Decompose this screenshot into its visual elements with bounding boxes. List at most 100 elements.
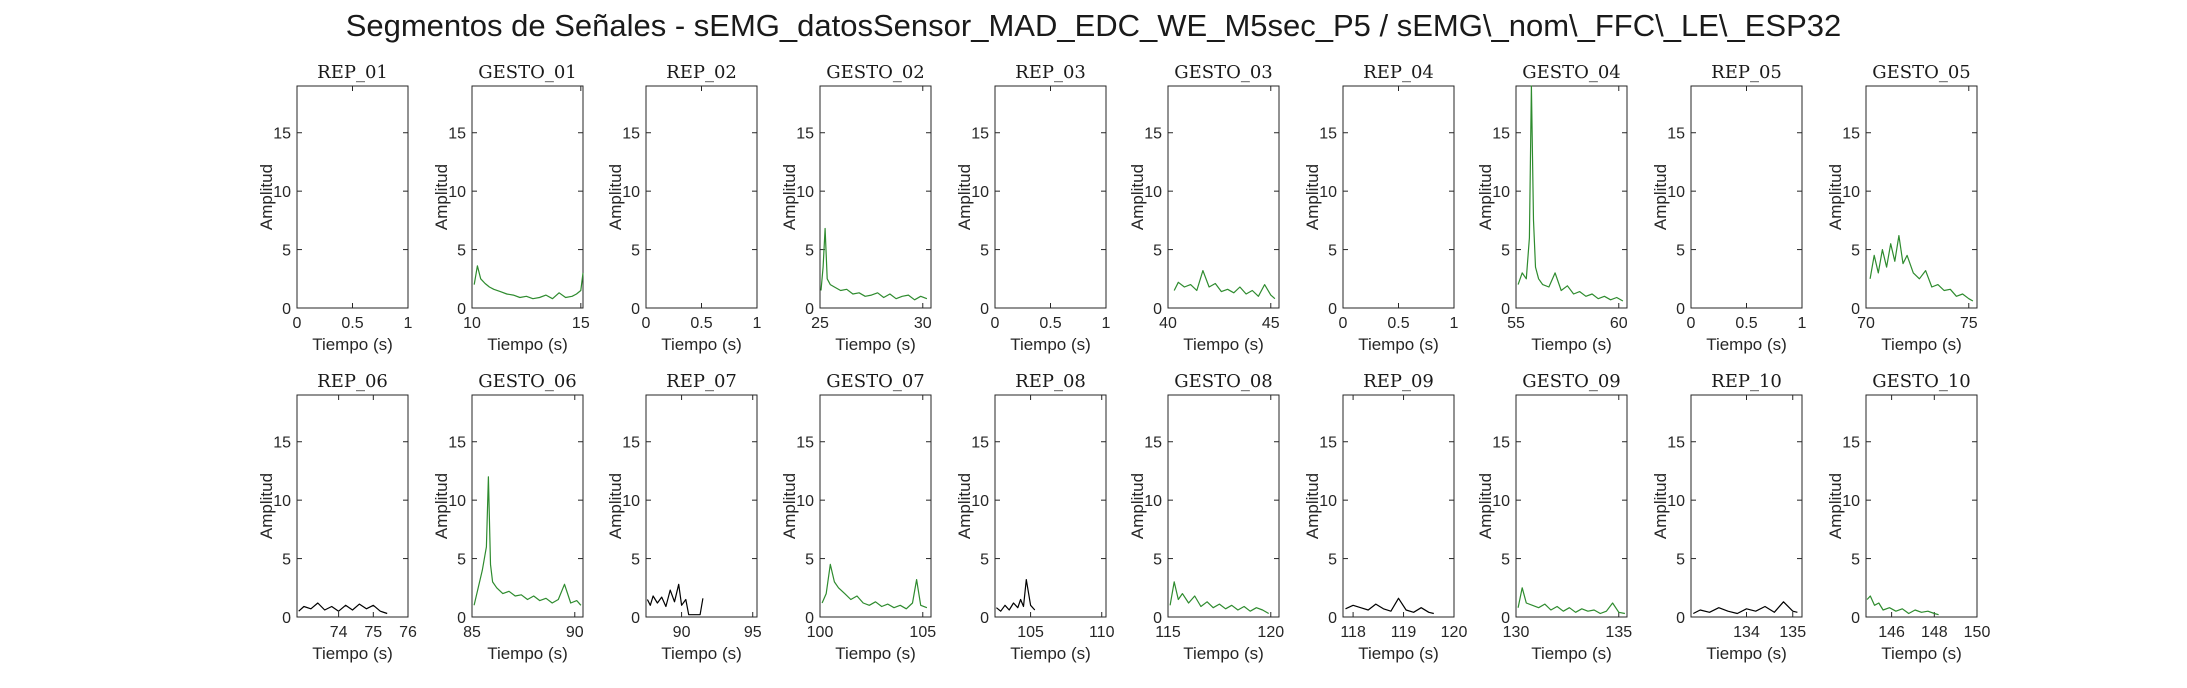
x-axis-label: Tiempo (s) [1531,644,1612,663]
x-axis-label: Tiempo (s) [1881,644,1962,663]
series-line [996,578,1036,612]
plot-area [819,394,932,618]
x-tick-label: 15 [572,315,590,332]
subplot-title: GESTO_02 [826,62,925,83]
x-tick-label: 1 [1798,315,1807,332]
plot-area [1167,85,1280,309]
subplot-title: GESTO_05 [1872,62,1971,83]
y-axis-label: Amplitud [1303,164,1322,230]
x-tick-label: 90 [673,624,691,641]
x-tick-label: 119 [1391,624,1417,641]
x-tick-label: 75 [364,624,382,641]
x-tick-label: 76 [399,624,417,641]
y-tick-label: 15 [1842,435,1860,452]
y-axis-label: Amplitud [1826,473,1845,539]
x-tick-label: 0.5 [1039,315,1061,332]
y-tick-label: 10 [1842,184,1860,201]
x-axis-label: Tiempo (s) [487,335,568,354]
subplot-title: GESTO_04 [1522,62,1621,83]
y-tick-label: 5 [1153,552,1162,569]
y-axis-label: Amplitud [1476,164,1495,230]
x-tick-label: 1 [404,315,413,332]
y-tick-label: 5 [805,243,814,260]
subplot-title: GESTO_08 [1174,371,1273,392]
subplot-3: REP_02 0 5 10 15 0 0.5 1 Tiempo (s) Amplitud [606,62,762,354]
x-axis-label: Tiempo (s) [1706,644,1787,663]
subplot-title: REP_08 [1015,371,1086,392]
plot-area [645,85,758,309]
y-tick-label: 0 [282,301,291,318]
x-tick-label: 0.5 [1735,315,1757,332]
series-line [1866,595,1939,616]
x-tick-label: 0.5 [690,315,712,332]
y-tick-label: 5 [457,552,466,569]
y-tick-label: 10 [1667,184,1685,201]
y-tick-label: 10 [1144,184,1162,201]
y-tick-label: 5 [282,243,291,260]
y-tick-label: 0 [282,610,291,627]
x-tick-label: 45 [1262,315,1280,332]
y-tick-label: 5 [1153,243,1162,260]
x-tick-label: 120 [1441,624,1468,641]
y-tick-label: 0 [1676,610,1685,627]
x-tick-label: 10 [463,315,481,332]
x-axis-label: Tiempo (s) [312,335,393,354]
y-axis-label: Amplitud [606,164,625,230]
x-tick-label: 105 [1017,624,1044,641]
y-tick-label: 10 [1319,493,1337,510]
y-tick-label: 10 [273,493,291,510]
y-tick-label: 15 [622,435,640,452]
y-tick-label: 0 [457,610,466,627]
y-tick-label: 15 [971,435,989,452]
y-tick-label: 5 [980,552,989,569]
subplot-16: GESTO_08 0 5 10 15 115 120 Tiempo (s) Amplitud [1128,371,1284,663]
subplot-15: REP_08 0 5 10 15 105 110 Tiempo (s) Amplitud [955,371,1115,663]
subplot-title: REP_06 [317,371,388,392]
subplot-18: GESTO_09 0 5 10 15 130 135 Tiempo (s) Amplitud [1476,371,1632,663]
series-line [298,602,388,615]
y-tick-label: 0 [980,610,989,627]
plot-area [1167,394,1280,618]
x-axis-label: Tiempo (s) [1183,335,1264,354]
y-axis-label: Amplitud [1128,164,1147,230]
subplot-title: GESTO_01 [478,62,577,83]
series-line [1517,587,1626,615]
y-tick-label: 15 [448,126,466,143]
x-axis-label: Tiempo (s) [1531,335,1612,354]
y-axis-label: Amplitud [1826,164,1845,230]
x-tick-label: 150 [1964,624,1991,641]
y-tick-label: 0 [1851,610,1860,627]
plot-area [471,394,584,618]
y-tick-label: 5 [457,243,466,260]
y-axis-label: Amplitud [1651,164,1670,230]
y-tick-label: 10 [971,184,989,201]
plot-area [1690,85,1803,309]
y-tick-label: 5 [1851,552,1860,569]
series-line [1869,235,1974,302]
x-tick-label: 95 [744,624,762,641]
x-tick-label: 40 [1159,315,1177,332]
plot-area [1515,85,1628,309]
subplot-11: REP_06 0 5 10 15 74 75 76 Tiempo (s) Amplitud [257,371,417,663]
y-axis-label: Amplitud [1651,473,1670,539]
y-tick-label: 5 [282,552,291,569]
plot-area [994,85,1107,309]
y-tick-label: 0 [1851,301,1860,318]
y-tick-label: 15 [1492,126,1510,143]
y-tick-label: 15 [1319,435,1337,452]
y-tick-label: 5 [1851,243,1860,260]
subplot-19: REP_10 0 5 10 15 134 135 Tiempo (s) Amplitud [1651,371,1806,663]
subplot-14: GESTO_07 0 5 10 15 100 105 Tiempo (s) Amplitud [780,371,936,663]
y-tick-label: 10 [273,184,291,201]
y-tick-label: 0 [1153,301,1162,318]
y-tick-label: 10 [1319,184,1337,201]
x-tick-label: 115 [1155,624,1181,641]
plot-area [296,394,409,618]
y-tick-label: 5 [631,552,640,569]
subplot-title: REP_01 [317,62,388,83]
y-tick-label: 15 [1144,126,1162,143]
series-line [1693,601,1798,615]
y-axis-label: Amplitud [257,473,276,539]
